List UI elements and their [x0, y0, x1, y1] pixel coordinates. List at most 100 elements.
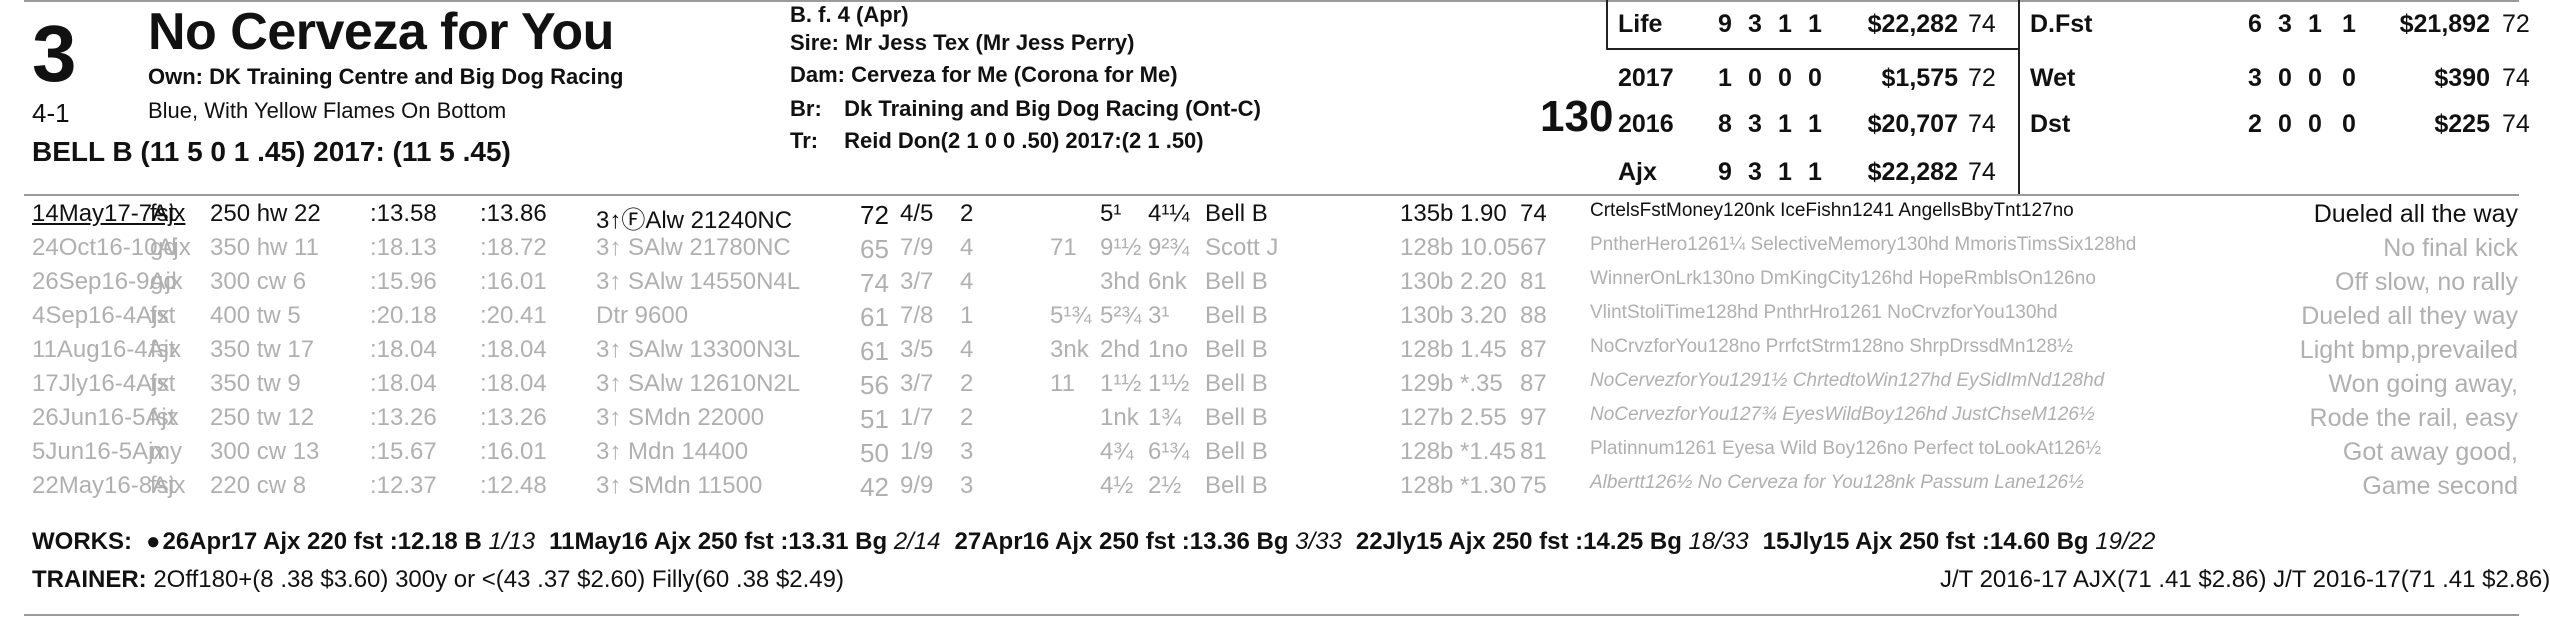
- horse-name: No Cerveza for You: [148, 3, 614, 61]
- pp-pp: 7/8: [900, 302, 934, 329]
- work-time: :13.36: [1181, 528, 1257, 555]
- stat-left-earn: $22,282: [1867, 10, 1958, 38]
- pp-c2: 2hd: [1100, 336, 1141, 363]
- work-item: ●26Apr17 Ajx 220 fst :12.18 B 1/13: [146, 528, 535, 555]
- pp-comment: Light bmp,prevailed: [2299, 336, 2518, 364]
- work-time: :12.18: [389, 528, 465, 555]
- pp-sr: 74: [1520, 200, 1547, 227]
- pp-c1: 71: [1050, 234, 1077, 261]
- pp-spd: 65: [860, 234, 889, 264]
- trainer-value: Reid Don(2 1 0 0 .50) 2017:(2 1 .50): [844, 128, 1204, 153]
- stat-right-earn: $390: [2434, 64, 2490, 92]
- pp-date: 22May16-8Ajx: [32, 472, 186, 499]
- stat-left-w: 0: [1748, 64, 1762, 92]
- pp-odds: *1.45: [1460, 438, 1517, 465]
- work-time: :14.60: [1981, 528, 2057, 555]
- pp-wt: 130b: [1400, 302, 1454, 329]
- stat-right-st: 3: [2248, 64, 2262, 92]
- stat-right-w: 3: [2278, 10, 2292, 38]
- pp-st: 3: [960, 472, 974, 499]
- pp-jock: Bell B: [1205, 200, 1268, 227]
- stat-left-st: 9: [1718, 10, 1732, 38]
- pp-race: 3↑ SMdn 11500: [596, 472, 763, 499]
- stat-left-s: 1: [1808, 158, 1822, 186]
- stats-box-rule: [1606, 48, 2018, 50]
- pp-dist: 350 tw 17: [210, 336, 315, 363]
- pp-dist: 300 cw 6: [210, 268, 307, 295]
- pp-row: 5Jun16-5Ajx my 300 cw 13:15.67:16.01 3↑ Mdn…: [0, 438, 2550, 468]
- stat-left-w: 3: [1748, 10, 1762, 38]
- pp-jock: Bell B: [1205, 370, 1268, 397]
- pp-c2: 9¹½: [1100, 234, 1142, 261]
- work-distance: 250 fst: [1899, 528, 1982, 555]
- dam-label: Dam:: [790, 62, 846, 87]
- pp-pp: 7/9: [900, 234, 934, 261]
- stat-left-spd: 74: [1968, 110, 1996, 138]
- stat-right-s: 0: [2342, 64, 2356, 92]
- work-item: 27Apr16 Ajx 250 fst :13.36 Bg 3/33: [955, 528, 1342, 555]
- pp-row: 24Oct16-10Ajx gd 350 hw 11:18.13:18.72 3↑ S…: [0, 234, 2550, 264]
- stat-left-s: 1: [1808, 10, 1822, 38]
- stat-left-earn: $22,282: [1867, 158, 1958, 186]
- pp-f1: :18.04: [370, 370, 437, 397]
- stat-left-p: 0: [1778, 64, 1792, 92]
- pp-top-rule: [24, 194, 2519, 196]
- pp-comp: NoCervezforYou1291½ ChrtedtoWin127hd EyS…: [1590, 370, 2105, 391]
- pp-st: 2: [960, 200, 974, 227]
- owner-line: Own: DK Training Centre and Big Dog Raci…: [148, 64, 624, 89]
- work-time: :14.25: [1575, 528, 1650, 555]
- pp-row: 11Aug16-4Ajx fst 350 tw 17:18.04:18.04 3↑ S…: [0, 336, 2550, 366]
- pp-row: 4Sep16-4Ajx fst 400 tw 5:20.18:20.41 Dtr 96…: [0, 302, 2550, 332]
- pp-trk: fst: [150, 472, 176, 499]
- work-time: :13.31: [780, 528, 856, 555]
- pp-comp: WinnerOnLrk130no DmKingCity126hd HopeRmb…: [1590, 268, 2096, 289]
- stat-right-label: D.Fst: [2030, 10, 2093, 38]
- pp-odds: *.35: [1460, 370, 1503, 397]
- pp-date: 14May17-7Ajx: [32, 200, 186, 227]
- stat-left-label: Life: [1618, 10, 1663, 38]
- pp-trk: fst: [150, 336, 176, 363]
- top-rule: [24, 0, 2519, 2]
- pp-pp: 9/9: [900, 472, 934, 499]
- pp-dist: 220 cw 8: [210, 472, 307, 499]
- work-track: Ajx: [1855, 528, 1900, 555]
- pp-sr: 87: [1520, 336, 1547, 363]
- trainer-pedigree-line: Tr: Reid Don(2 1 0 0 .50) 2017:(2 1 .50): [790, 128, 1204, 154]
- pp-wt: 128b: [1400, 234, 1454, 261]
- pp-sr: 88: [1520, 302, 1547, 329]
- pp-f2: :18.04: [480, 370, 547, 397]
- pp-comp: VlintStoliTime128hd PnthrHro1261 NoCrvzf…: [1590, 302, 2058, 323]
- jockey-line: BELL B (11 5 0 1 .45) 2017: (11 5 .45): [32, 136, 511, 167]
- trainer-stats-line: TRAINER: 2Off180+(8 .38 $3.60) 300y or <…: [32, 566, 844, 594]
- pp-st: 4: [960, 268, 974, 295]
- pp-comment: Game second: [2362, 472, 2518, 500]
- pp-date: 11Aug16-4Ajx: [32, 336, 181, 363]
- pp-comp: NoCervezforYou127¾ EyesWildBoy126hd Just…: [1590, 404, 2095, 425]
- stats-box-divider: [2018, 0, 2020, 194]
- pp-f1: :20.18: [370, 302, 437, 329]
- pp-f1: :18.13: [370, 234, 437, 261]
- pp-comp: Platinnum1261 Eyesa Wild Boy126no Perfec…: [1590, 438, 2102, 459]
- pp-trk: my: [150, 438, 182, 465]
- pp-f1: :12.37: [370, 472, 437, 499]
- pp-sr: 81: [1520, 268, 1547, 295]
- pp-pp: 3/5: [900, 336, 934, 363]
- pp-date: 24Oct16-10Ajx: [32, 234, 191, 261]
- work-track: Ajx: [653, 528, 698, 555]
- pp-odds: 3.20: [1460, 302, 1507, 329]
- pp-date: 5Jun16-5Ajx: [32, 438, 166, 465]
- pp-dist: 400 tw 5: [210, 302, 301, 329]
- breeder-line: Br: Dk Training and Big Dog Racing (Ont-…: [790, 96, 1261, 122]
- stat-left-p: 1: [1778, 158, 1792, 186]
- pp-f2: :16.01: [480, 268, 547, 295]
- stat-right-s: 1: [2342, 10, 2356, 38]
- pp-f2: :18.72: [480, 234, 547, 261]
- pp-comment: Got away good,: [2342, 438, 2518, 466]
- pp-wt: 129b: [1400, 370, 1454, 397]
- pp-comment: No final kick: [2383, 234, 2518, 262]
- stat-left-spd: 74: [1968, 158, 1996, 186]
- pp-c2: 5¹: [1100, 200, 1122, 227]
- pp-f2: :20.41: [480, 302, 547, 329]
- work-date: 27Apr16: [954, 528, 1056, 555]
- pp-pp: 3/7: [900, 370, 934, 397]
